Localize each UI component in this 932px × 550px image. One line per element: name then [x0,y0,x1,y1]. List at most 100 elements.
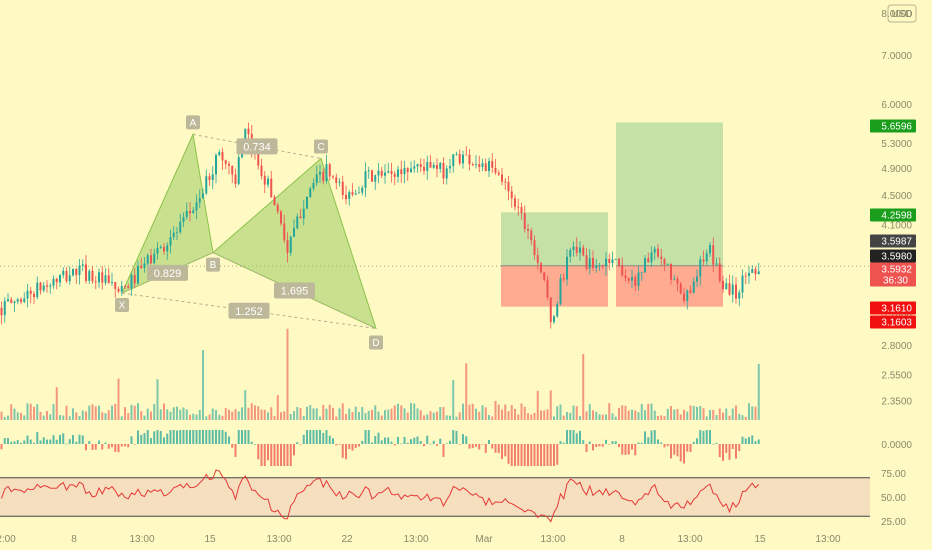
macd-bar [221,430,224,444]
macd-bar [757,439,760,444]
volume-bar [3,416,6,420]
volume-bar [757,363,760,420]
volume-bar [634,410,637,420]
candle-body [481,163,484,168]
pattern-point-a: A [186,115,200,130]
volume-bar [140,411,143,420]
volume-bar [432,412,435,420]
price-badge-label: 3.5987 [881,237,912,248]
candle-body [566,256,568,280]
volume-bars [0,328,760,420]
currency-button[interactable]: USD [887,4,917,23]
candle-body [33,293,35,298]
macd-bar [312,430,315,444]
pattern-ratio-label: 0.734 [243,141,271,153]
macd-bar [465,436,468,444]
volume-bar [254,405,256,420]
macd-bar [26,435,29,444]
pattern-labels: X A B C D 0.829 0.734 1.695 1.252 [115,115,383,350]
macd-bar [286,444,289,466]
macd-bar [725,444,728,453]
macd-bar [445,443,448,444]
candle-body [527,228,529,231]
macd-tick-label: 0.0000 [881,440,912,451]
candle-body [322,171,325,181]
candle-body [413,166,416,169]
price-badge-label: 4.2598 [881,211,912,222]
volume-bar [692,405,695,420]
volume-bar [348,408,351,420]
volume-bar [228,409,230,420]
macd-bar [377,432,380,444]
volume-bar [13,408,16,420]
macd-bar [744,438,747,444]
volume-bar [65,405,68,420]
macd-bar [497,444,500,454]
macd-bar [72,434,74,444]
time-tick-label: 22 [341,534,353,545]
candle-body [699,259,702,277]
candle-body [491,161,494,168]
volume-bar [189,415,191,420]
macd-bar [582,440,585,444]
candle-body [644,258,646,273]
candle-body [263,175,266,185]
macd-bar [241,430,243,444]
candle-body [286,240,289,253]
candle-body [114,281,117,289]
macd-bar [618,444,620,448]
macd-bar [23,440,26,444]
volume-bar [735,405,737,420]
candle-body [13,301,16,303]
macd-bar [387,437,390,444]
macd-bar [198,430,201,444]
macd-bar [523,444,526,466]
macd-bar [341,444,344,458]
volume-bar [575,406,578,420]
volume-bar [62,415,65,420]
macd-bar [130,436,133,444]
candle-body [510,191,513,199]
macd-bar [250,441,253,444]
volume-bar [16,412,19,420]
macd-bar [257,444,260,460]
candle-body [634,277,637,286]
macd-bar [475,444,477,447]
macd-bar [296,442,299,444]
volume-bar [244,390,247,420]
candle-body [442,162,445,179]
volume-bar [46,411,48,420]
macd-bar [676,444,679,457]
candle-body [484,163,487,172]
candle-body [455,154,458,155]
candle-body [494,167,497,173]
time-tick-label: Mar [475,534,493,545]
volume-bar [335,416,338,420]
macd-bar [553,444,555,466]
candle-body [273,196,276,206]
volume-bar [744,416,747,420]
volume-bar [471,403,474,420]
macd-bar [192,430,195,444]
candle-body [663,259,666,265]
long-position[interactable] [616,122,723,307]
macd-bar [673,444,676,455]
volume-bar [328,404,331,420]
candle-body [159,246,162,248]
volume-bar [205,416,208,420]
macd-bar [494,444,497,453]
macd-bar [244,430,247,444]
long-position[interactable] [501,212,608,307]
pattern-ratio: 1.695 [274,282,315,299]
macd-bar [559,441,562,444]
volume-bar [88,405,91,420]
macd-bar [299,444,302,445]
candle-body [384,172,386,176]
volume-bar [52,404,55,420]
macd-bar [345,444,347,460]
price-tick-label: 2.5500 [881,371,912,382]
volume-bar [481,405,484,420]
macd-bar [120,444,123,447]
macd-bar [627,444,630,455]
candle-body [722,280,724,290]
